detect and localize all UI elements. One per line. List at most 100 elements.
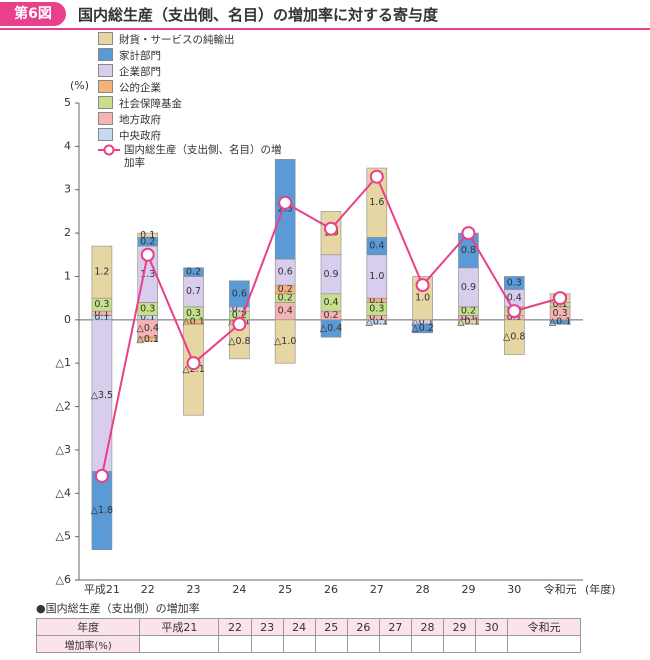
y-tick-label: △4	[56, 486, 71, 499]
table-cell	[346, 635, 380, 653]
x-tick-label: 27	[370, 583, 384, 596]
data-label: 0.6	[278, 267, 293, 278]
data-label: 0.4	[369, 241, 384, 252]
data-label: 1.0	[415, 293, 430, 304]
legend-item: 国内総生産（支出側、名目）の増加率	[98, 144, 284, 176]
table-cell	[410, 635, 445, 653]
line-marker	[369, 169, 384, 184]
data-label: 0.1	[461, 312, 476, 323]
line-marker	[461, 226, 476, 241]
table-cell: 23	[250, 618, 284, 636]
data-label: 1.3	[140, 269, 155, 280]
data-label: 0.4	[507, 293, 522, 304]
table-cell	[218, 635, 252, 653]
data-label: 0.2	[140, 236, 155, 247]
data-label: 0.4	[323, 297, 338, 308]
legend-label: 公的企業	[119, 82, 161, 94]
data-label: 0.3	[186, 308, 201, 319]
table-title: ●国内総生産（支出側）の増加率	[36, 602, 200, 615]
line-marker	[415, 278, 430, 293]
legend-swatch	[98, 96, 113, 109]
data-label: △0.4	[320, 323, 342, 334]
legend-line-swatch	[98, 144, 120, 156]
table-cell	[507, 635, 581, 653]
y-tick-label: △3	[56, 443, 71, 456]
bar-segment	[412, 323, 433, 334]
bar-segment	[274, 319, 296, 364]
table-header: 増加率(%)	[35, 635, 141, 653]
data-label: 0.4	[278, 306, 293, 317]
data-label: 0.9	[323, 269, 338, 280]
x-tick-label: 29	[461, 583, 475, 596]
y-tick-label: 0	[64, 313, 71, 326]
data-label: △1.0	[274, 336, 296, 347]
data-label: 0.3	[94, 299, 109, 310]
x-tick-label: 26	[324, 583, 338, 596]
legend-label: 社会保障基金	[119, 98, 182, 110]
table-cell: 平成21	[139, 618, 220, 636]
data-label: △0.1	[182, 316, 204, 327]
data-label: 0.1	[94, 308, 109, 319]
data-label: △0.1	[457, 316, 479, 327]
x-tick-label: 28	[416, 583, 430, 596]
line-marker	[507, 304, 522, 319]
data-label: 1.6	[369, 197, 384, 208]
data-label: 1.2	[94, 267, 109, 278]
data-label: △0.1	[549, 316, 571, 327]
table-row: 年度 平成21 22 23 24 25 26 27 28 29 30 令和元	[35, 618, 581, 636]
legend-item: 家計部門	[98, 48, 284, 64]
line-marker	[232, 317, 247, 332]
data-label: △0.1	[366, 316, 388, 327]
data-label: 0.1	[140, 230, 155, 241]
line-marker	[94, 468, 109, 483]
data-label: 1.0	[369, 271, 384, 282]
legend-swatch	[98, 112, 113, 125]
legend-label: 地方政府	[119, 114, 161, 126]
legend-item: 企業部門	[98, 64, 284, 80]
y-tick-label: 1	[64, 269, 71, 282]
legend-item: 財貨・サービスの純輸出	[98, 32, 284, 48]
x-tick-label: 30	[507, 583, 521, 596]
data-label: 0.6	[232, 288, 247, 299]
bar-segment	[91, 245, 113, 299]
y-tick-label: △6	[56, 573, 71, 586]
bar-segment	[503, 319, 525, 355]
bar-segment	[503, 276, 525, 290]
y-tick-label: 3	[64, 183, 71, 196]
table-cell: 25	[314, 618, 348, 636]
data-label: 0.1	[369, 312, 384, 323]
data-label: 0.9	[461, 282, 476, 293]
data-label: 0.2	[232, 310, 247, 321]
figure-badge: 第6図	[0, 2, 66, 26]
legend-swatch	[98, 48, 113, 61]
data-label: 0.1	[140, 312, 155, 323]
data-label: 0.3	[553, 308, 568, 319]
data-label: 0.3	[369, 303, 384, 314]
table-cell	[282, 635, 316, 653]
data-label: 0.1	[369, 295, 384, 306]
x-tick-label: 22	[141, 583, 155, 596]
bar-segment	[458, 319, 479, 325]
legend-item: 社会保障基金	[98, 96, 284, 112]
table-cell	[475, 635, 509, 653]
bar-segment	[320, 319, 342, 338]
header: 第6図 国内総生産（支出側、名目）の増加率に対する寄与度	[0, 0, 650, 30]
x-tick-label: 23	[187, 583, 201, 596]
legend-label: 家計部門	[119, 50, 161, 62]
legend-swatch	[98, 128, 113, 141]
legend-item: 地方政府	[98, 112, 284, 128]
legend-swatch	[98, 64, 113, 77]
data-label: △1.8	[91, 505, 113, 516]
data-label: 0.2	[323, 310, 338, 321]
legend-label: 中央政府	[119, 130, 161, 142]
table-cell: 30	[475, 618, 509, 636]
table-cell: 27	[378, 618, 412, 636]
table-cell: 28	[410, 618, 445, 636]
table-cell	[443, 635, 477, 653]
legend-label: 国内総生産（支出側、名目）の増加率	[124, 144, 282, 169]
x-tick-label: 25	[278, 583, 292, 596]
data-label: △3.5	[91, 390, 113, 401]
table-cell	[378, 635, 412, 653]
x-tick-label: 平成21	[84, 583, 120, 596]
